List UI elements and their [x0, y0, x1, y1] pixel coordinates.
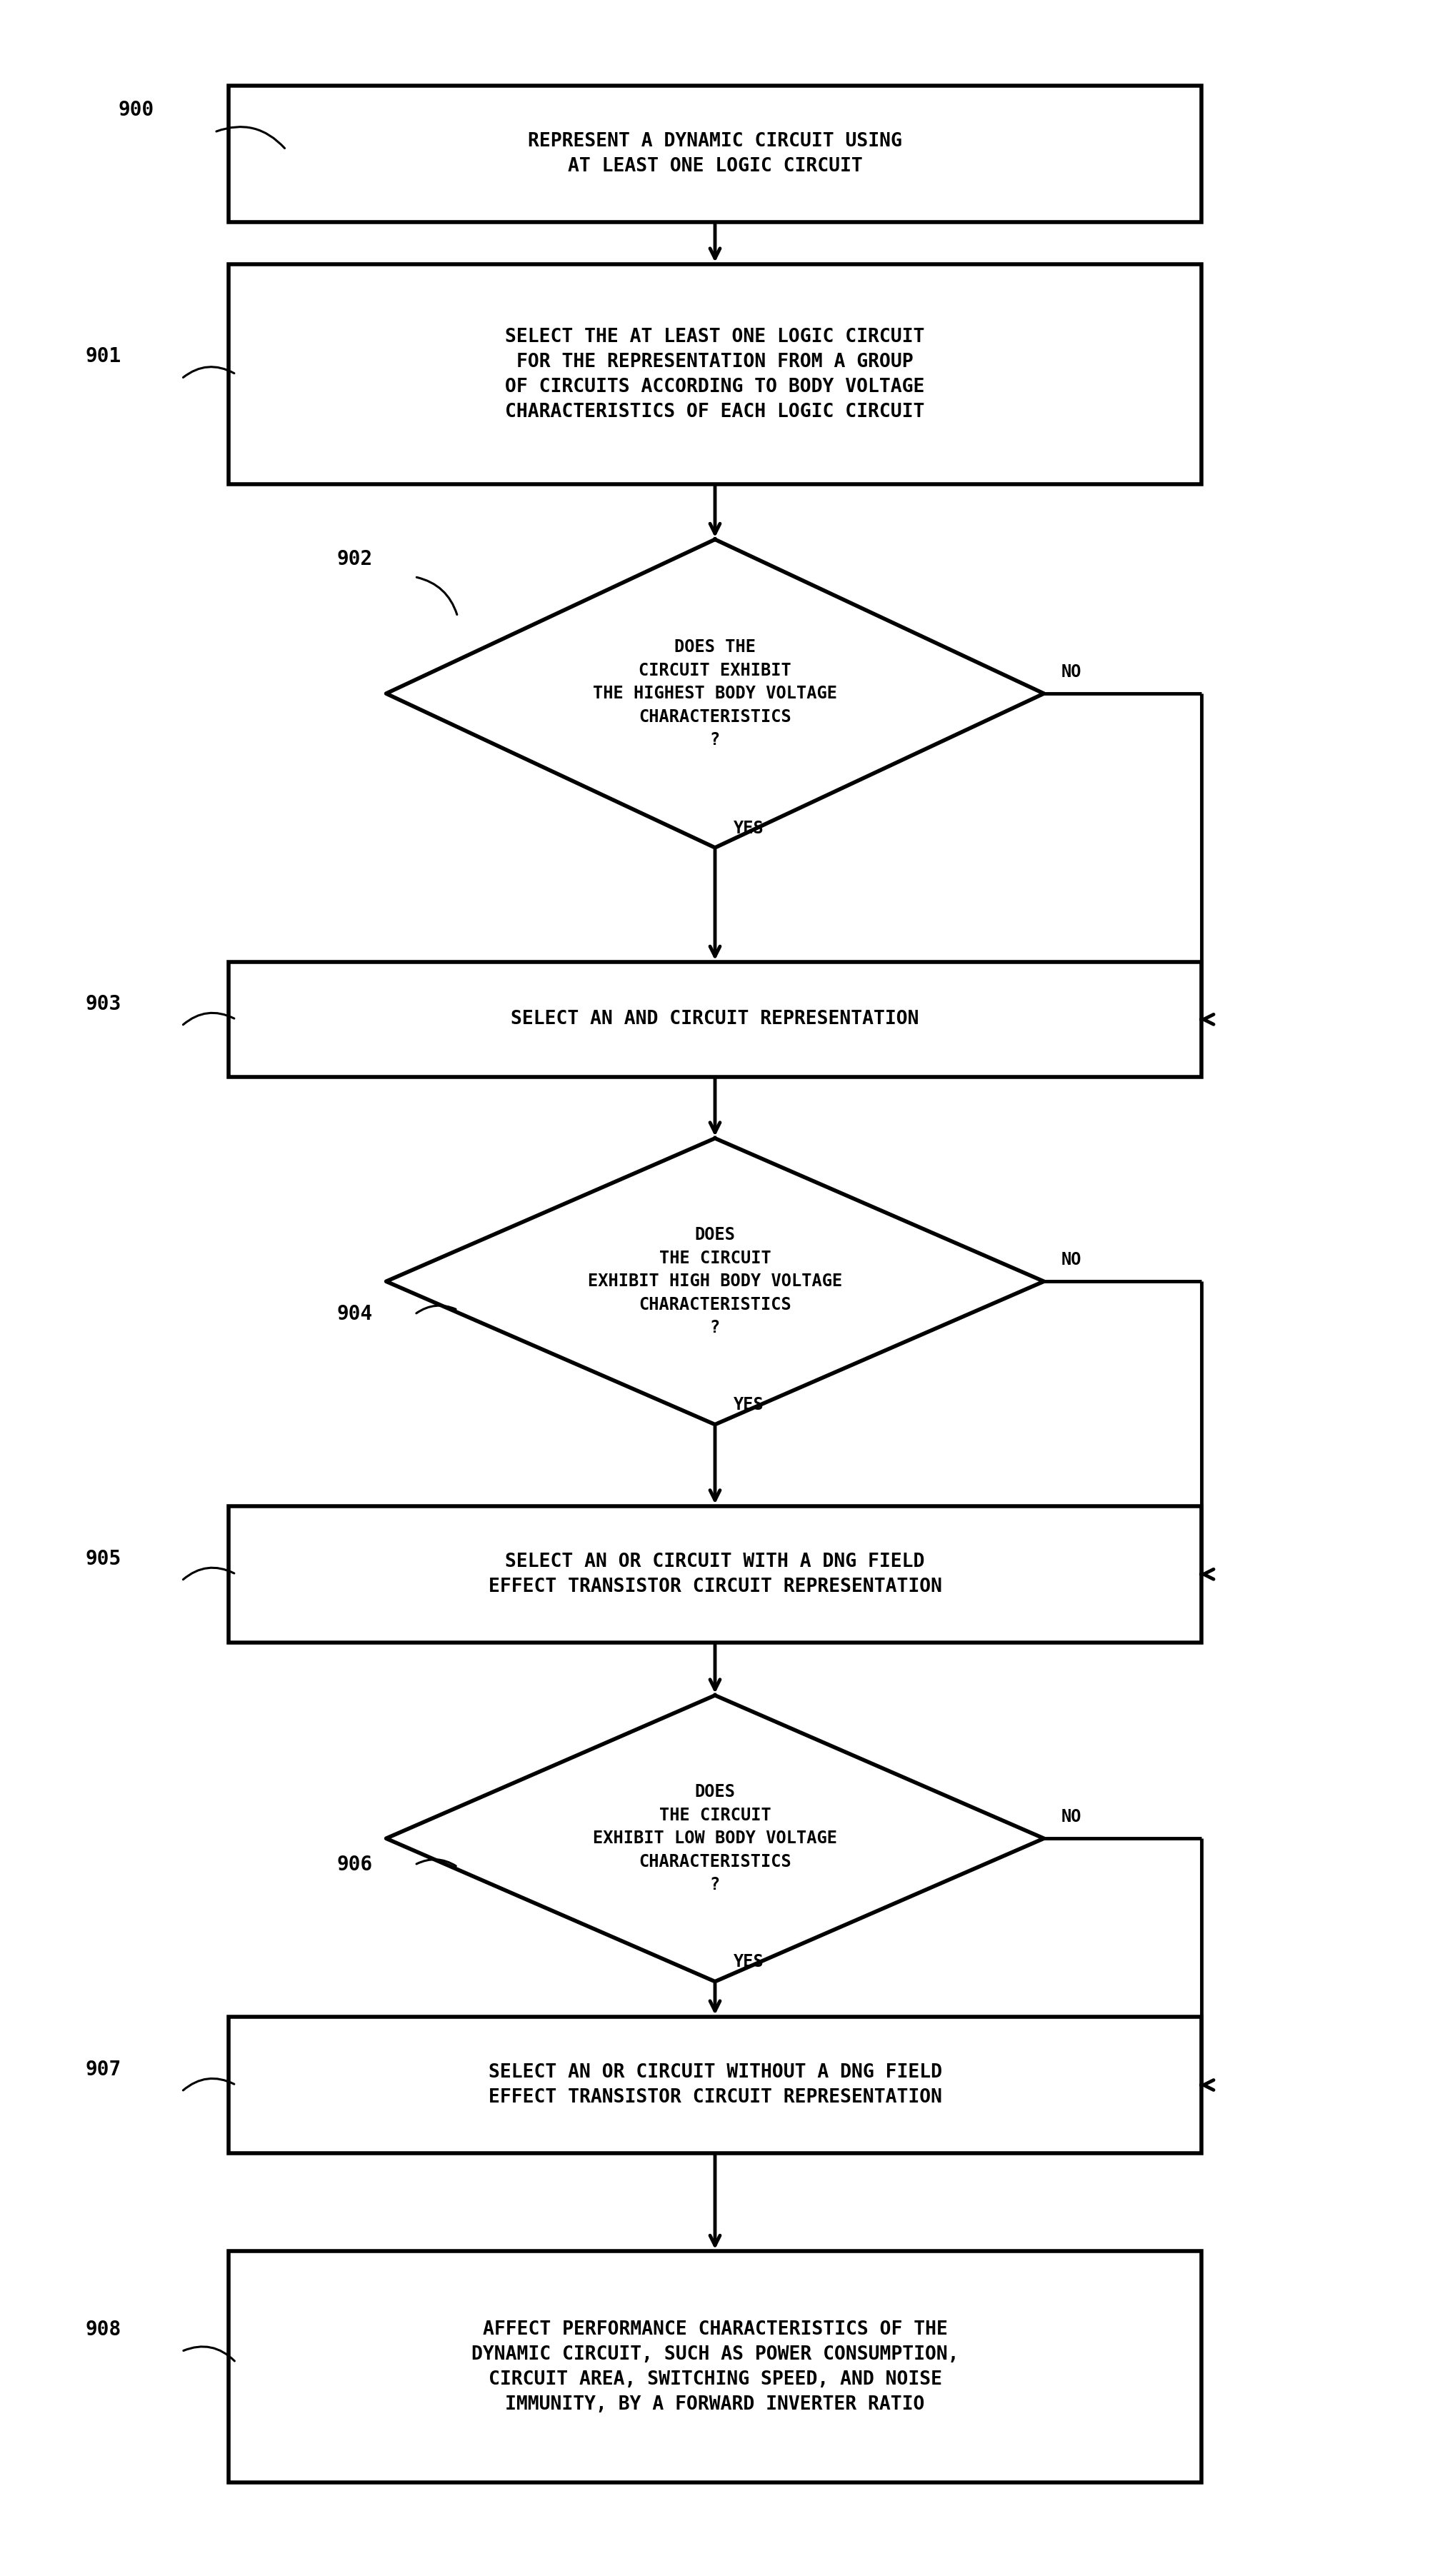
Text: 902: 902 [336, 549, 373, 569]
Polygon shape [386, 1139, 1044, 1425]
Text: 907: 907 [84, 2061, 122, 2079]
Text: YES: YES [734, 1953, 764, 1971]
Text: NO: NO [1061, 662, 1081, 680]
Polygon shape [386, 538, 1044, 848]
Text: NO: NO [1061, 1808, 1081, 1826]
Bar [229, 85, 1201, 222]
Text: YES: YES [734, 819, 764, 837]
Text: DOES THE
CIRCUIT EXHIBIT
THE HIGHEST BODY VOLTAGE
CHARACTERISTICS
?: DOES THE CIRCUIT EXHIBIT THE HIGHEST BOD… [593, 639, 837, 750]
Text: 908: 908 [84, 2318, 122, 2339]
Text: 903: 903 [84, 994, 122, 1015]
Bar [229, 2251, 1201, 2483]
Text: DOES
THE CIRCUIT
EXHIBIT HIGH BODY VOLTAGE
CHARACTERISTICS
?: DOES THE CIRCUIT EXHIBIT HIGH BODY VOLTA… [588, 1226, 842, 1337]
Bar [229, 1507, 1201, 1643]
Text: 900: 900 [117, 100, 154, 121]
Text: SELECT AN OR CIRCUIT WITH A DNG FIELD
EFFECT TRANSISTOR CIRCUIT REPRESENTATION: SELECT AN OR CIRCUIT WITH A DNG FIELD EF… [488, 1553, 942, 1597]
Polygon shape [386, 1695, 1044, 1981]
Text: SELECT THE AT LEAST ONE LOGIC CIRCUIT
FOR THE REPRESENTATION FROM A GROUP
OF CIR: SELECT THE AT LEAST ONE LOGIC CIRCUIT FO… [505, 327, 925, 420]
Bar [229, 963, 1201, 1077]
Text: YES: YES [734, 1396, 764, 1414]
Text: 906: 906 [336, 1855, 373, 1875]
Text: DOES
THE CIRCUIT
EXHIBIT LOW BODY VOLTAGE
CHARACTERISTICS
?: DOES THE CIRCUIT EXHIBIT LOW BODY VOLTAG… [593, 1783, 837, 1893]
Text: REPRESENT A DYNAMIC CIRCUIT USING
AT LEAST ONE LOGIC CIRCUIT: REPRESENT A DYNAMIC CIRCUIT USING AT LEA… [528, 131, 902, 175]
Bar [229, 265, 1201, 484]
Text: 905: 905 [84, 1548, 122, 1569]
Text: SELECT AN AND CIRCUIT REPRESENTATION: SELECT AN AND CIRCUIT REPRESENTATION [511, 1010, 919, 1028]
Text: AFFECT PERFORMANCE CHARACTERISTICS OF THE
DYNAMIC CIRCUIT, SUCH AS POWER CONSUMP: AFFECT PERFORMANCE CHARACTERISTICS OF TH… [472, 2321, 958, 2414]
Text: 904: 904 [336, 1303, 373, 1324]
Text: NO: NO [1061, 1252, 1081, 1267]
Bar [229, 2017, 1201, 2154]
Text: 901: 901 [84, 348, 122, 366]
Text: SELECT AN OR CIRCUIT WITHOUT A DNG FIELD
EFFECT TRANSISTOR CIRCUIT REPRESENTATIO: SELECT AN OR CIRCUIT WITHOUT A DNG FIELD… [488, 2063, 942, 2107]
